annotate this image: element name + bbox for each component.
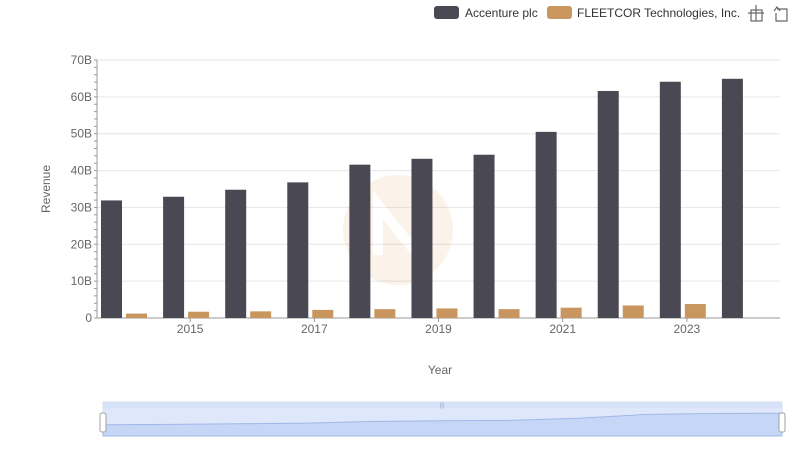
bar-accenture-2023[interactable]	[659, 81, 681, 318]
y-tick-label: 0	[85, 311, 92, 325]
range-slider[interactable]: |||	[99, 401, 786, 437]
y-tick-label: 70B	[71, 53, 92, 67]
y-minor-ticks	[94, 59, 97, 319]
y-axis-title: Revenue	[39, 165, 53, 213]
legend: Accenture plc FLEETCOR Technologies, Inc…	[434, 6, 740, 20]
x-tick-label: 2017	[301, 322, 328, 336]
bar-fleetcor-2020[interactable]	[498, 309, 520, 318]
x-tick-label: 2021	[549, 322, 576, 336]
range-slider-grip-icon: |||	[440, 403, 445, 409]
y-tick-label: 30B	[71, 200, 92, 214]
x-tick-label: 2015	[177, 322, 204, 336]
legend-label-fleetcor: FLEETCOR Technologies, Inc.	[577, 6, 740, 20]
x-tick-label: 2023	[674, 322, 701, 336]
legend-label-accenture: Accenture plc	[465, 6, 538, 20]
x-tick-label: 2019	[425, 322, 452, 336]
y-tick-label: 60B	[71, 90, 92, 104]
range-slider-preview-area	[102, 412, 783, 437]
bar-fleetcor-2021[interactable]	[560, 307, 582, 318]
bar-fleetcor-2022[interactable]	[622, 305, 644, 318]
zoom-icon[interactable]	[748, 5, 764, 22]
legend-item-accenture[interactable]: Accenture plc	[434, 6, 538, 20]
bar-accenture-2020[interactable]	[473, 154, 495, 318]
y-tick-label: 50B	[71, 127, 92, 141]
range-slider-right-handle[interactable]	[778, 412, 786, 433]
bar-fleetcor-2023[interactable]	[684, 303, 706, 318]
legend-item-fleetcor[interactable]: FLEETCOR Technologies, Inc.	[547, 6, 740, 20]
bar-fleetcor-2014[interactable]	[126, 313, 147, 318]
bar-accenture-2024[interactable]	[721, 78, 743, 318]
bar-accenture-2015[interactable]	[163, 196, 185, 318]
bar-accenture-2021[interactable]	[535, 131, 557, 318]
y-tick-labels: 0 10B 20B 30B 40B 50B 60B 70B	[71, 53, 93, 325]
bar-accenture-2017[interactable]	[287, 182, 309, 318]
bar-accenture-2016[interactable]	[225, 189, 247, 318]
y-tick-label: 40B	[71, 164, 92, 178]
bar-accenture-2014[interactable]	[101, 200, 122, 318]
gridlines	[97, 59, 780, 282]
x-axis-title: Year	[428, 363, 452, 377]
bar-accenture-2019[interactable]	[411, 158, 433, 318]
range-slider-left-handle[interactable]	[99, 412, 107, 433]
y-tick-label: 10B	[71, 274, 92, 288]
bar-fleetcor-2018[interactable]	[374, 309, 396, 318]
bar-accenture-2018[interactable]	[349, 164, 371, 318]
bar-fleetcor-2015[interactable]	[188, 311, 210, 318]
bars	[101, 78, 743, 319]
bar-accenture-2022[interactable]	[597, 90, 619, 319]
restore-icon[interactable]	[773, 6, 788, 22]
x-tick-labels: 2015 2017 2019 2021 2023	[177, 318, 701, 336]
bar-fleetcor-2017[interactable]	[312, 309, 334, 318]
y-tick-label: 20B	[71, 237, 92, 251]
legend-swatch-accenture	[434, 6, 459, 19]
range-slider-top-bar[interactable]	[103, 402, 782, 408]
legend-swatch-fleetcor	[547, 6, 572, 19]
bar-fleetcor-2016[interactable]	[250, 311, 272, 318]
bar-fleetcor-2019[interactable]	[436, 308, 458, 318]
